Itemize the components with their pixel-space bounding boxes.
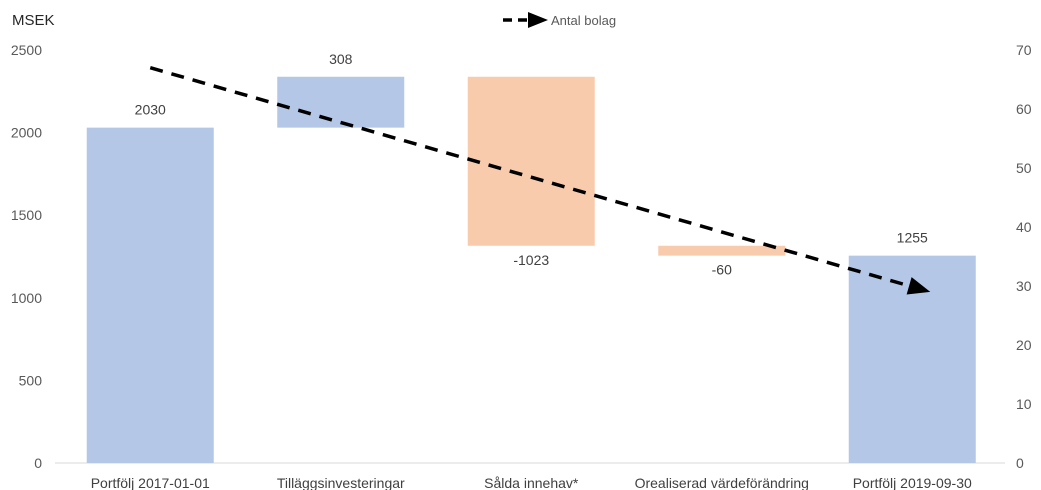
right-axis-tick-label: 0 — [1016, 455, 1024, 471]
left-axis-tick-label: 0 — [34, 455, 42, 471]
bars — [86, 76, 976, 464]
category-label: Tilläggsinvesteringar — [277, 475, 405, 490]
data-labels: 2030 308 -1023 -60 1255 — [135, 51, 928, 278]
right-axis-tick-label: 60 — [1016, 101, 1032, 117]
left-axis-tick-label: 500 — [19, 372, 43, 388]
category-label: Orealiserad värdeförändring — [635, 475, 809, 490]
left-axis-tick-label: 1500 — [11, 207, 42, 223]
right-axis-tick-label: 40 — [1016, 219, 1032, 235]
right-axis-tick-label: 70 — [1016, 42, 1032, 58]
trend-arrowhead-icon — [906, 277, 931, 295]
trend-line — [149, 66, 931, 295]
data-label: -1023 — [513, 252, 549, 268]
data-label: 308 — [329, 51, 353, 67]
right-axis: 0 10 20 30 40 50 60 70 — [1016, 42, 1032, 471]
bar — [467, 76, 595, 246]
right-axis-tick-label: 30 — [1016, 278, 1032, 294]
right-axis-tick-label: 10 — [1016, 396, 1032, 412]
category-labels: Portfölj 2017-01-01 Tilläggsinvesteringar… — [91, 475, 972, 490]
left-axis: 0 500 1000 1500 2000 2500 — [11, 42, 42, 471]
data-label: 1255 — [897, 230, 928, 246]
left-axis-tick-label: 2500 — [11, 42, 42, 58]
bar — [86, 127, 214, 464]
legend: Antal bolag — [503, 12, 616, 28]
left-axis-tick-label: 1000 — [11, 290, 42, 306]
bar — [658, 245, 786, 256]
bar — [277, 76, 405, 128]
data-label: -60 — [712, 262, 732, 278]
left-axis-tick-label: 2000 — [11, 125, 42, 141]
right-axis-tick-label: 20 — [1016, 337, 1032, 353]
legend-label: Antal bolag — [551, 13, 616, 28]
category-label: Portfölj 2017-01-01 — [91, 475, 210, 490]
data-label: 2030 — [135, 102, 166, 118]
category-label: Portfölj 2019-09-30 — [853, 475, 972, 490]
left-axis-unit-label: MSEK — [12, 12, 55, 29]
category-label: Sålda innehav* — [484, 475, 579, 490]
legend-arrow-icon — [528, 12, 548, 28]
right-axis-tick-label: 50 — [1016, 160, 1032, 176]
